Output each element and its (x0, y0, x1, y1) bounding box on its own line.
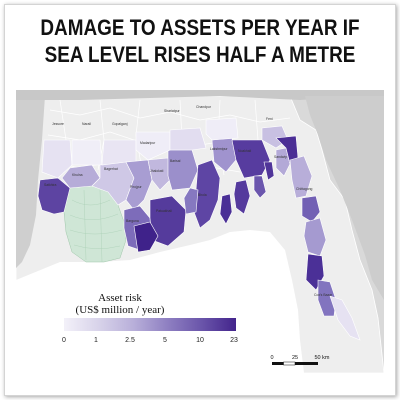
place-label: Barguna (126, 219, 139, 223)
place-label: Bagerhat (104, 167, 118, 171)
legend: Asset risk (US$ million / year) 0 1 2.5 … (62, 292, 238, 344)
scale-tick: 50 km (315, 355, 330, 361)
district-narail (71, 139, 103, 166)
district-patuakhali (149, 195, 187, 247)
legend-tick: 10 (196, 337, 204, 344)
place-label: Lakshmipur (210, 147, 228, 151)
place-label: Jessore (52, 122, 64, 126)
island-small-2 (253, 175, 267, 199)
scale-tick: 0 (270, 355, 273, 361)
district-shariatpur (169, 127, 207, 151)
district-madaripur (135, 131, 171, 161)
place-label: Khulna (72, 173, 83, 177)
eastern-land (305, 96, 384, 300)
scale-tick: 25 (292, 355, 298, 361)
legend-color-ramp (64, 318, 236, 331)
district-teknaf (329, 295, 361, 341)
place-label: Pirojpur (130, 185, 143, 189)
scale-segment (283, 361, 296, 366)
district-chandpur (205, 117, 239, 141)
legend-tick: 0 (62, 337, 66, 344)
island-small-3 (263, 161, 275, 181)
place-label: Chittagong (296, 187, 313, 191)
island-hatiya (233, 179, 251, 215)
legend-title-line-1: Asset risk (98, 292, 142, 304)
legend-tick: 1 (94, 337, 98, 344)
legend-tick: 23 (230, 337, 238, 344)
place-label: Sandwip (274, 155, 287, 159)
legend-tick: 2.5 (125, 337, 135, 344)
scale-bar: 0 25 50 km (270, 355, 330, 366)
district-bhola-north (183, 187, 199, 215)
place-label: Shariatpur (164, 109, 181, 113)
scale-segment (272, 362, 284, 365)
place-label: Patuakhali (156, 209, 172, 213)
legend-title-line-2: (US$ million / year) (76, 304, 165, 316)
district-satkhira (37, 177, 71, 215)
india-north-land (16, 90, 384, 100)
headline: DAMAGE TO ASSETS PER YEAR IF SEA LEVEL R… (28, 14, 372, 68)
place-label: Narail (82, 122, 91, 126)
bay-of-bengal (16, 230, 304, 373)
island-small-1 (219, 193, 233, 225)
place-label: Chandpur (196, 105, 212, 109)
place-label: Jhalokati (150, 169, 164, 173)
district-jhalokati (147, 157, 173, 191)
mangrove-texture (69, 189, 123, 263)
district-patuakhali-south (133, 221, 159, 253)
district-coxs-bazar (317, 279, 337, 317)
place-label: Noakhali (238, 149, 251, 153)
district-chittagong-north (289, 155, 313, 199)
place-label: Feni (266, 117, 273, 121)
district-chittagong-city (301, 195, 321, 223)
place-label: Bhola (198, 193, 207, 197)
legend-tick: 5 (163, 337, 167, 344)
district-jessore (41, 139, 73, 179)
headline-line-2: SEA LEVEL RISES HALF A METRE (44, 42, 356, 67)
place-label: Gopalganj (112, 122, 128, 126)
place-label: Madaripur (140, 141, 156, 145)
scale-segment (295, 362, 318, 365)
india-west-land (16, 96, 45, 268)
place-label: Satkhira (44, 183, 57, 187)
district-gopalganj (101, 139, 137, 166)
island-sandwip (275, 147, 291, 177)
headline-line-1: DAMAGE TO ASSETS PER YEAR IF (40, 15, 360, 40)
place-labels: Jessore Narail Gopalganj Shariatpur Chan… (44, 105, 333, 297)
place-label: Cox's Bazar (314, 293, 333, 297)
place-label: Barisal (170, 159, 181, 163)
